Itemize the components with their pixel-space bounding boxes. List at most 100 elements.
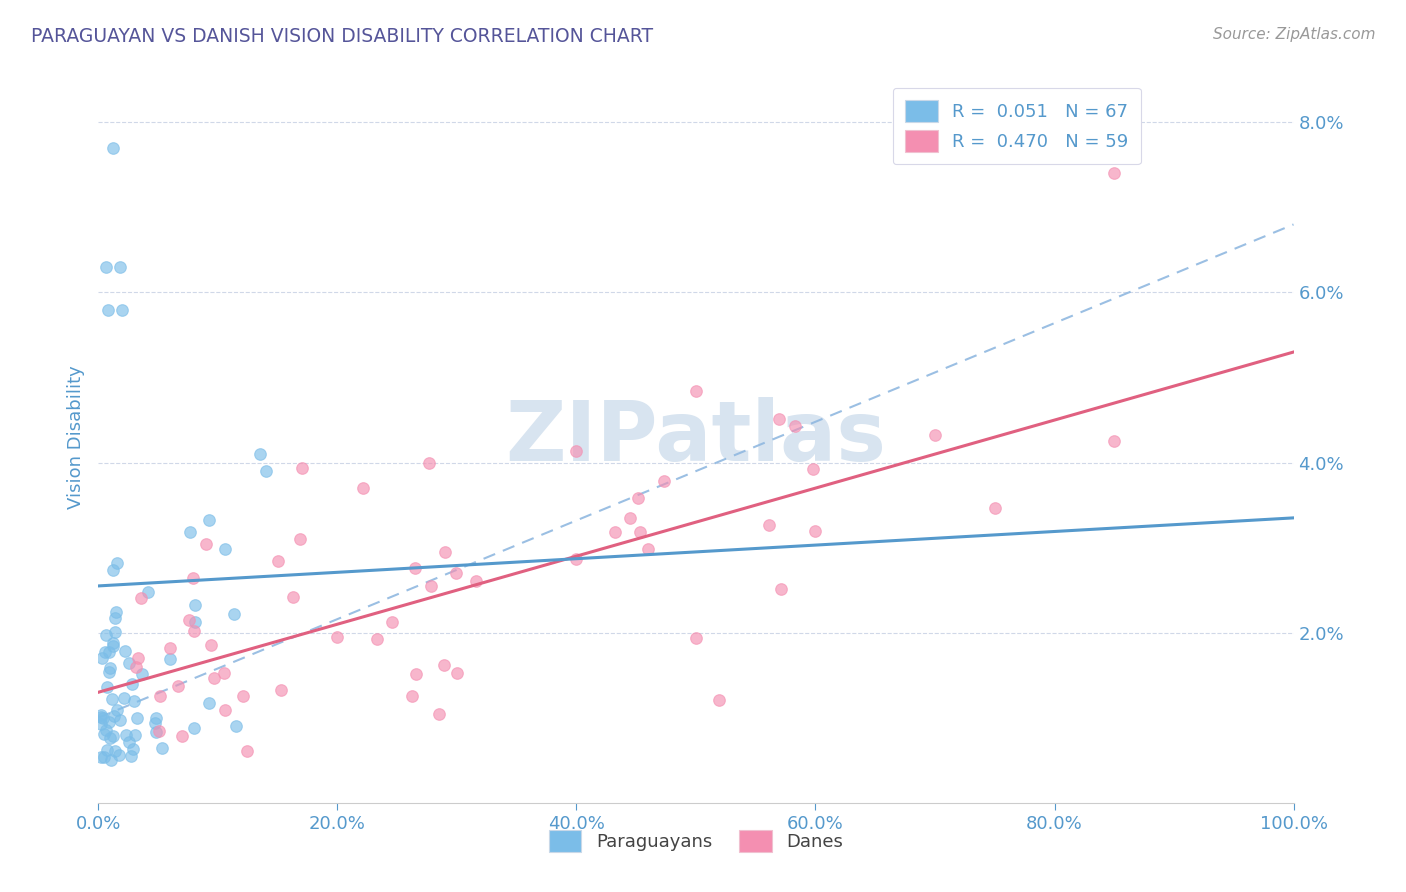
Point xyxy=(446,665,468,680)
Point xyxy=(101,640,124,654)
Point xyxy=(254,464,277,478)
Point xyxy=(98,645,121,659)
Point xyxy=(94,260,117,274)
Point xyxy=(143,716,166,731)
Point xyxy=(94,723,117,738)
Point xyxy=(179,613,201,627)
Point xyxy=(204,671,226,685)
Point xyxy=(145,711,167,725)
Point xyxy=(405,666,427,681)
Text: Source: ZipAtlas.com: Source: ZipAtlas.com xyxy=(1212,27,1375,42)
Point xyxy=(924,427,946,442)
Point xyxy=(148,724,170,739)
Point xyxy=(685,384,707,398)
Point xyxy=(159,640,181,655)
Point xyxy=(249,447,271,461)
Point xyxy=(404,561,426,575)
Point xyxy=(104,744,127,758)
Point xyxy=(433,657,456,672)
Point xyxy=(619,510,641,524)
Point xyxy=(129,591,152,605)
Text: PARAGUAYAN VS DANISH VISION DISABILITY CORRELATION CHART: PARAGUAYAN VS DANISH VISION DISABILITY C… xyxy=(31,27,652,45)
Point xyxy=(326,630,349,644)
Point xyxy=(118,656,141,670)
Point xyxy=(149,689,172,703)
Point xyxy=(108,260,131,274)
Point xyxy=(101,636,124,650)
Point xyxy=(111,302,134,317)
Point xyxy=(281,590,304,604)
Point xyxy=(122,742,145,756)
Point xyxy=(90,716,112,731)
Point xyxy=(212,666,235,681)
Point xyxy=(267,553,290,567)
Point xyxy=(270,683,292,698)
Point xyxy=(98,665,121,679)
Point xyxy=(120,749,142,764)
Point xyxy=(685,631,707,645)
Point xyxy=(198,513,221,527)
Point xyxy=(107,703,129,717)
Point xyxy=(707,693,730,707)
Point xyxy=(183,624,205,639)
Point xyxy=(121,677,143,691)
Point xyxy=(152,741,174,756)
Point xyxy=(145,724,167,739)
Point xyxy=(420,579,443,593)
Point xyxy=(97,715,120,730)
Text: ZIPatlas: ZIPatlas xyxy=(506,397,886,477)
Point xyxy=(232,690,254,704)
Point xyxy=(112,690,135,705)
Point xyxy=(804,524,827,538)
Point xyxy=(172,729,194,743)
Point xyxy=(104,624,127,639)
Point xyxy=(98,661,121,675)
Point xyxy=(101,141,124,155)
Legend: Paraguayans, Danes: Paraguayans, Danes xyxy=(541,823,851,860)
Point xyxy=(90,749,112,764)
Point xyxy=(90,710,112,724)
Point xyxy=(105,605,128,619)
Point xyxy=(627,491,650,505)
Point xyxy=(565,443,588,458)
Point xyxy=(628,525,651,540)
Point xyxy=(100,753,122,767)
Point xyxy=(103,709,125,723)
Point xyxy=(167,679,190,693)
Point xyxy=(446,566,468,581)
Point xyxy=(90,708,112,723)
Point xyxy=(97,302,120,317)
Point xyxy=(103,611,125,625)
Point xyxy=(179,525,201,540)
Point xyxy=(758,518,780,533)
Point xyxy=(105,556,128,570)
Point xyxy=(198,696,221,710)
Point xyxy=(136,585,159,599)
Point xyxy=(194,537,217,551)
Point xyxy=(565,551,588,566)
Point xyxy=(214,541,236,556)
Point xyxy=(101,729,124,743)
Point xyxy=(418,457,440,471)
Point xyxy=(427,706,450,721)
Point xyxy=(401,689,423,703)
Point xyxy=(93,645,115,659)
Point xyxy=(127,650,149,665)
Point xyxy=(96,680,118,694)
Point xyxy=(291,461,314,475)
Point xyxy=(366,632,388,647)
Point xyxy=(114,728,136,742)
Point xyxy=(984,501,1007,516)
Point xyxy=(433,545,456,559)
Point xyxy=(465,574,488,589)
Point xyxy=(94,628,117,642)
Point xyxy=(159,652,181,666)
Point xyxy=(127,711,149,725)
Point xyxy=(131,667,153,681)
Point xyxy=(91,711,114,725)
Point xyxy=(114,643,136,657)
Point xyxy=(770,582,793,596)
Point xyxy=(93,750,115,764)
Point xyxy=(124,694,146,708)
Point xyxy=(783,419,806,434)
